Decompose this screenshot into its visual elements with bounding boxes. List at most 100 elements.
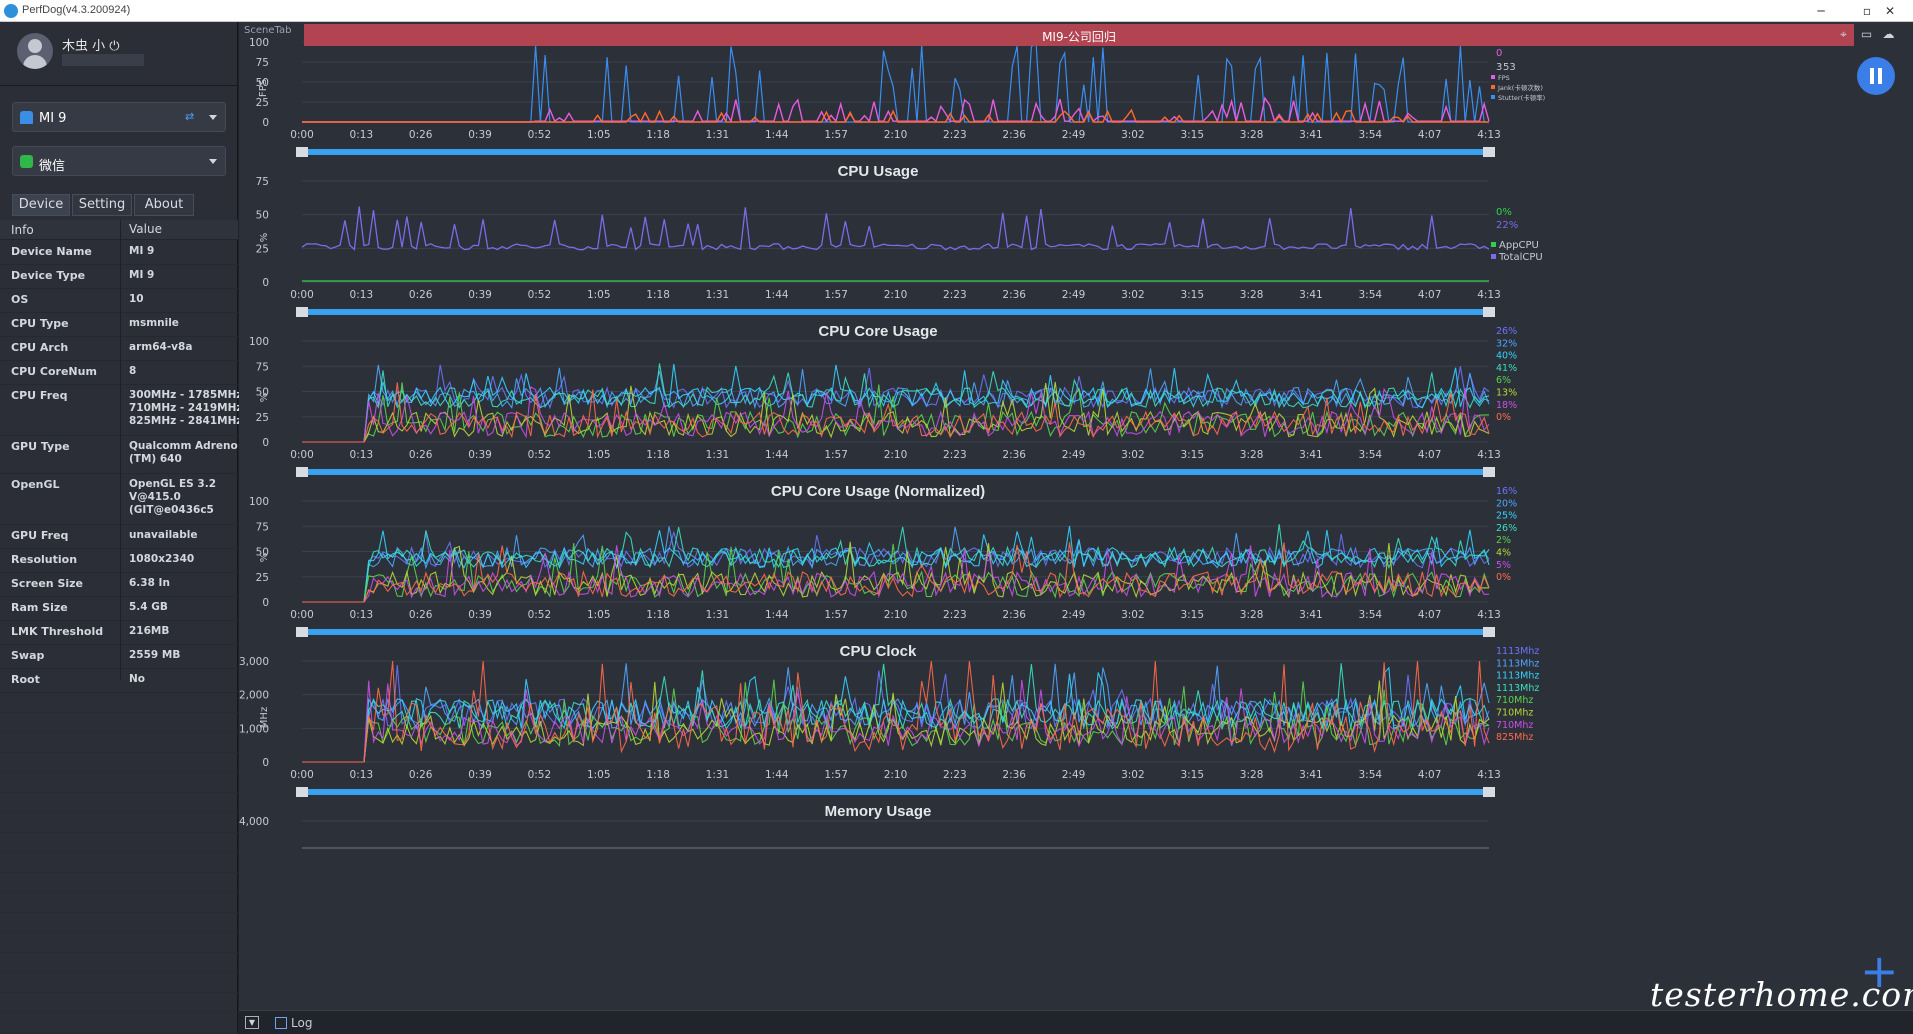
time-range-slider[interactable] (302, 629, 1489, 635)
x-tick-label: 0:13 (350, 769, 374, 781)
time-range-slider[interactable] (302, 789, 1489, 795)
current-value-core-0: 1113Mhz (1496, 646, 1539, 657)
series-line-core-7 (302, 660, 1490, 763)
info-value: 5.4 GB (129, 601, 168, 613)
profile-panel: 木虫 小 ⏻ (0, 22, 238, 86)
scenetab-label[interactable]: SceneTab (244, 25, 292, 36)
log-checkbox[interactable] (275, 1017, 287, 1029)
empty-row (0, 853, 238, 873)
chevron-down-icon (209, 159, 217, 164)
current-value-totalcpu: 22% (1496, 220, 1518, 231)
empty-row (0, 793, 238, 813)
info-value: MI 9 (129, 269, 155, 281)
empty-row (0, 953, 238, 973)
y-tick-label: 75 (256, 521, 269, 533)
maximize-button[interactable]: ▫ (1862, 4, 1872, 18)
slider-handle-right[interactable] (1483, 627, 1495, 637)
y-tick-label: 25 (256, 572, 269, 584)
x-tick-label: 0:13 (350, 609, 374, 621)
x-tick-label: 3:41 (1299, 289, 1323, 301)
x-tick-label: 2:10 (884, 129, 908, 141)
username[interactable]: 木虫 小 ⏻ (62, 39, 120, 54)
slider-handle-left[interactable] (296, 627, 308, 637)
x-tick-label: 0:39 (468, 449, 492, 461)
time-range-slider[interactable] (302, 149, 1489, 155)
current-value-core-2: 1113Mhz (1496, 671, 1539, 682)
x-tick-label: 3:54 (1359, 769, 1383, 781)
app-select[interactable]: 微信 (12, 146, 226, 176)
x-tick-label: 2:49 (1062, 289, 1086, 301)
link-icon[interactable]: ⇄ (185, 110, 195, 123)
x-tick-label: 4:07 (1418, 609, 1442, 621)
slider-handle-right[interactable] (1483, 787, 1495, 797)
tab-about[interactable]: About (134, 194, 194, 216)
info-key: Resolution (11, 553, 78, 566)
add-icon[interactable]: + (1860, 944, 1899, 998)
device-select[interactable]: MI 9 ⇄ (12, 102, 226, 132)
slider-handle-left[interactable] (296, 307, 308, 317)
slider-handle-right[interactable] (1483, 147, 1495, 157)
slider-handle-left[interactable] (296, 147, 308, 157)
slider-handle-right[interactable] (1483, 467, 1495, 477)
cloud-icon[interactable]: ☁ (1882, 27, 1895, 41)
scene-title-bar[interactable]: MI9-公司回归 (304, 24, 1854, 46)
x-tick-label: 2:49 (1062, 609, 1086, 621)
avatar[interactable] (17, 33, 53, 69)
info-row: Device Type MI 9 (0, 265, 238, 289)
empty-row (0, 1013, 238, 1033)
x-tick-label: 3:15 (1180, 289, 1204, 301)
info-row: OS 10 (0, 289, 238, 313)
x-tick-label: 1:31 (706, 289, 730, 301)
series-line-stutter (302, 42, 1489, 123)
x-tick-label: 2:49 (1062, 449, 1086, 461)
y-tick-label: 25 (256, 97, 269, 109)
current-value-core-5: 710Mhz (1496, 708, 1533, 719)
collapse-icon[interactable]: ▼ (245, 1016, 259, 1029)
legend-swatch (1491, 75, 1495, 79)
slider-handle-left[interactable] (296, 787, 308, 797)
x-tick-label: 4:07 (1418, 449, 1442, 461)
y-tick-label: 75 (256, 176, 269, 188)
x-tick-label: 3:28 (1240, 449, 1264, 461)
tab-setting[interactable]: Setting (72, 194, 132, 216)
slider-handle-left[interactable] (296, 467, 308, 477)
info-key: Swap (11, 649, 45, 662)
series-line-core-5 (302, 381, 1490, 443)
x-tick-label: 1:05 (587, 289, 611, 301)
series-line-core-7 (302, 542, 1490, 603)
x-tick-label: 4:07 (1418, 769, 1442, 781)
y-tick-label: 0 (262, 597, 269, 609)
minimize-button[interactable]: ─ (1817, 4, 1825, 18)
current-value-core-4: 6% (1496, 375, 1511, 386)
user-id-redacted (62, 54, 144, 66)
current-value-core-3: 1113Mhz (1496, 683, 1539, 694)
info-row: Screen Size 6.38 In (0, 573, 238, 597)
x-tick-label: 3:41 (1299, 129, 1323, 141)
chart-title: CPU Clock (840, 643, 917, 660)
info-row: GPU Freq unavailable (0, 525, 238, 549)
time-range-slider[interactable] (302, 309, 1489, 315)
y-axis-label: % (259, 233, 270, 243)
x-tick-label: 1:44 (765, 449, 789, 461)
folder-icon[interactable]: ▭ (1860, 27, 1873, 41)
x-tick-label: 0:26 (409, 769, 433, 781)
tab-device[interactable]: Device (12, 194, 70, 216)
y-tick-label: 100 (249, 496, 269, 508)
info-row: CPU Type msmnile (0, 313, 238, 337)
x-tick-label: 1:31 (706, 769, 730, 781)
x-tick-label: 1:44 (765, 609, 789, 621)
time-range-slider[interactable] (302, 469, 1489, 475)
location-icon[interactable]: ⌖ (1840, 27, 1847, 41)
log-label: Log (291, 1016, 313, 1030)
info-row: CPU CoreNum 8 (0, 361, 238, 385)
x-tick-label: 3:15 (1180, 449, 1204, 461)
pause-button[interactable] (1857, 57, 1895, 95)
info-key: Device Name (11, 245, 92, 258)
slider-handle-right[interactable] (1483, 307, 1495, 317)
x-tick-label: 1:44 (765, 129, 789, 141)
current-value-core-1: 32% (1496, 338, 1517, 349)
close-button[interactable]: ✕ (1884, 4, 1896, 18)
x-tick-label: 0:00 (290, 289, 314, 301)
x-tick-label: 1:57 (824, 769, 848, 781)
window-titlebar: PerfDog(v4.3.200924) ─ ▫ ✕ (0, 0, 1913, 22)
